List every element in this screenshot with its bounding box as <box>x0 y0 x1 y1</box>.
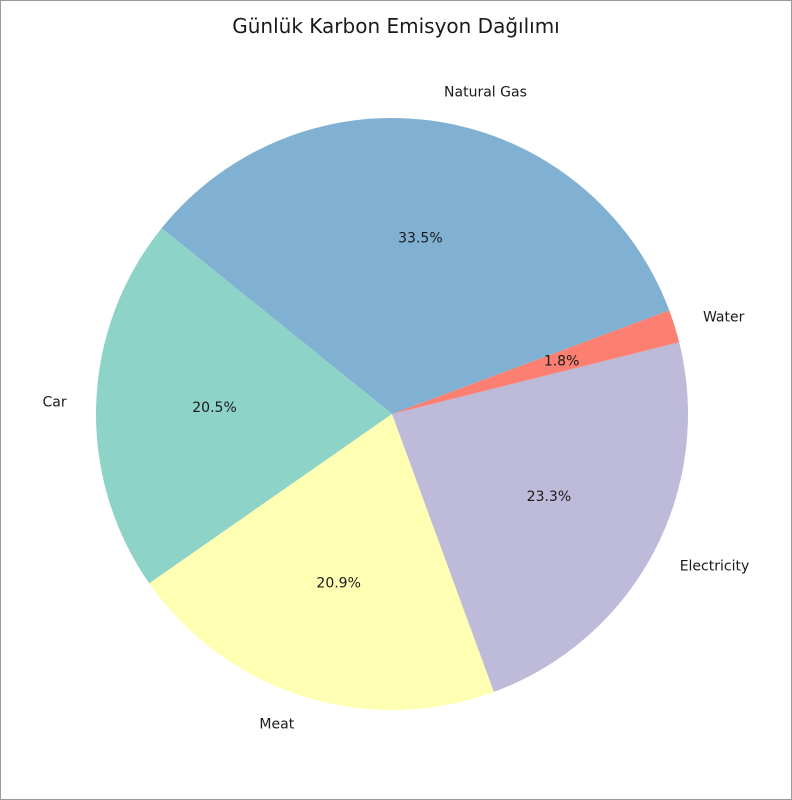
pie-slice-natural-gas <box>161 117 670 415</box>
slice-label-water: Water <box>703 309 745 325</box>
pie-slice-electricity <box>392 342 688 692</box>
pie-slice-water <box>392 310 680 414</box>
pie-slice-meat <box>149 414 494 710</box>
pct-label-water: 1.8% <box>544 353 580 369</box>
pie-slice-car <box>96 228 392 584</box>
pct-label-car: 20.5% <box>192 400 236 416</box>
slice-label-electricity: Electricity <box>680 558 750 574</box>
pct-label-meat: 20.9% <box>316 575 360 591</box>
pct-label-natural-gas: 33.5% <box>398 231 442 247</box>
slice-label-car: Car <box>42 395 66 411</box>
slice-label-meat: Meat <box>259 717 294 733</box>
slice-label-natural-gas: Natural Gas <box>444 85 527 101</box>
chart-title: Günlük Karbon Emisyon Dağılımı <box>232 14 560 38</box>
pct-label-electricity: 23.3% <box>527 489 571 505</box>
